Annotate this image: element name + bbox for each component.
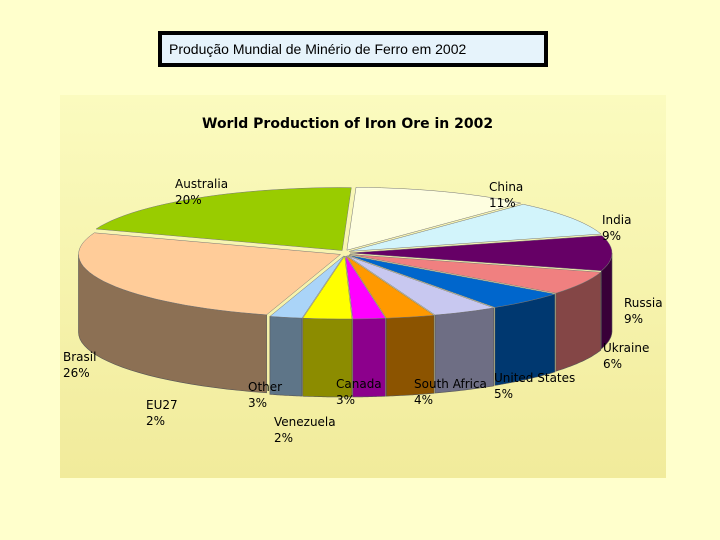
percent-russia: 9% <box>624 312 643 326</box>
pie-slice-china <box>346 187 521 251</box>
percent-ukraine: 6% <box>603 357 622 371</box>
pie-slice-russia <box>349 235 613 272</box>
label-eu27: EU27 <box>146 398 178 412</box>
slide-header: Produção Mundial de Minério de Ferro em … <box>162 35 544 63</box>
percent-other: 3% <box>248 396 267 410</box>
chart-panel: World Production of Iron Ore in 2002 Chi… <box>60 95 666 478</box>
label-india: India <box>602 213 631 227</box>
pie-slice-ukraine <box>349 254 602 294</box>
percent-china: 11% <box>489 196 516 210</box>
percent-venezuela: 2% <box>274 431 293 445</box>
label-ukraine: Ukraine <box>603 341 649 355</box>
percent-australia: 20% <box>175 193 202 207</box>
pie-slice-south-africa <box>347 255 494 316</box>
percent-united-states: 5% <box>494 387 513 401</box>
pie-slice-other <box>302 255 353 320</box>
label-united-states: United States <box>494 371 575 385</box>
label-brasil: Brasil <box>63 350 96 364</box>
label-china: China <box>489 180 523 194</box>
slide-header-box: Produção Mundial de Minério de Ferro em … <box>158 31 548 67</box>
label-south-africa: South Africa <box>414 377 487 391</box>
pie-slice-australia <box>95 187 352 251</box>
percent-brasil: 26% <box>63 366 90 380</box>
pie-chart: World Production of Iron Ore in 2002 Chi… <box>63 116 663 445</box>
label-russia: Russia <box>624 296 663 310</box>
label-other: Other <box>248 380 282 394</box>
pie-slice-united-states <box>348 254 555 308</box>
percent-canada: 3% <box>336 393 355 407</box>
pie-slice-canada <box>345 255 435 319</box>
label-canada: Canada <box>336 377 382 391</box>
label-venezuela: Venezuela <box>274 415 336 429</box>
pie-slice-brasil <box>78 232 342 316</box>
pie-slice-eu27 <box>269 255 345 319</box>
label-australia: Australia <box>175 177 228 191</box>
pie-slice-india <box>349 204 602 252</box>
percent-eu27: 2% <box>146 414 165 428</box>
chart-title: World Production of Iron Ore in 2002 <box>202 116 493 132</box>
percent-india: 9% <box>602 229 621 243</box>
pie-slice-venezuela <box>345 255 386 320</box>
percent-south-africa: 4% <box>414 393 433 407</box>
